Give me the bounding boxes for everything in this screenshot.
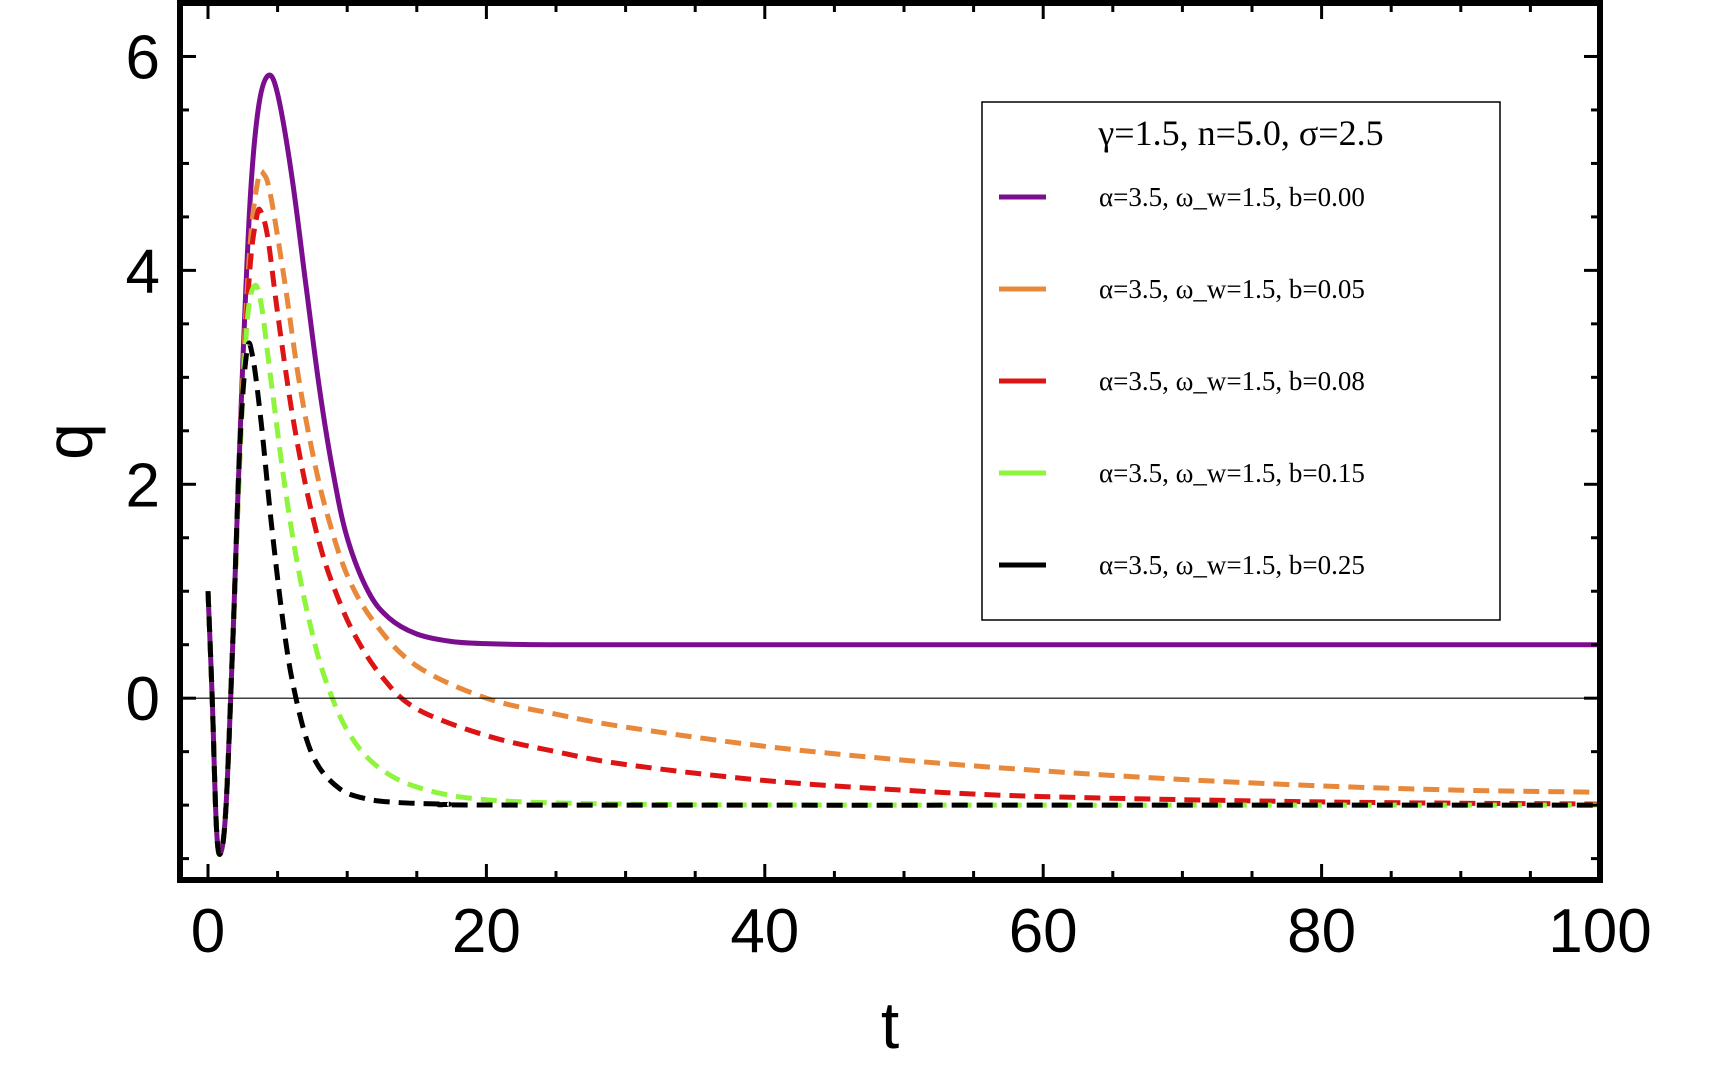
legend-title: γ=1.5, n=5.0, σ=2.5 (1097, 113, 1383, 153)
x-tick-label: 100 (1548, 897, 1651, 966)
x-axis-label: t (881, 988, 899, 1062)
plot-frame (177, 0, 1603, 883)
series-line-4 (205, 340, 1601, 857)
axis-ticks (180, 1, 1602, 880)
x-tick-label: 40 (730, 897, 799, 966)
legend-box (981, 101, 1501, 621)
x-tick-label: 60 (1009, 897, 1078, 966)
x-tick-label: 0 (191, 897, 225, 966)
legend-entry-label: α=3.5, ω_w=1.5, b=0.25 (1099, 550, 1365, 580)
legend-entry-label: α=3.5, ω_w=1.5, b=0.15 (1099, 458, 1365, 488)
x-tick-labels: 0 20 40 60 80 100 (191, 897, 1652, 966)
y-tick-labels: 0 2 4 6 (126, 23, 160, 734)
legend-items: α=3.5, ω_w=1.5, b=0.00 α=3.5, ω_w=1.5, b=… (999, 182, 1365, 580)
y-tick-label: 4 (126, 237, 160, 306)
series-line-2 (205, 206, 1601, 857)
y-tick-label: 0 (126, 665, 160, 734)
x-tick-label: 20 (452, 897, 521, 966)
legend: γ=1.5, n=5.0, σ=2.5 α=3.5, ω_w=1.5, b=0.… (981, 101, 1501, 621)
legend-entry-label: α=3.5, ω_w=1.5, b=0.08 (1099, 366, 1365, 396)
y-axis-label: q (32, 423, 106, 460)
legend-entry-label: α=3.5, ω_w=1.5, b=0.00 (1099, 182, 1365, 212)
legend-entry-label: α=3.5, ω_w=1.5, b=0.05 (1099, 274, 1365, 304)
series-curves (205, 72, 1601, 857)
plot-area (177, 0, 1603, 883)
x-tick-label: 80 (1287, 897, 1356, 966)
y-tick-label: 6 (126, 23, 160, 92)
y-tick-label: 2 (126, 451, 160, 520)
